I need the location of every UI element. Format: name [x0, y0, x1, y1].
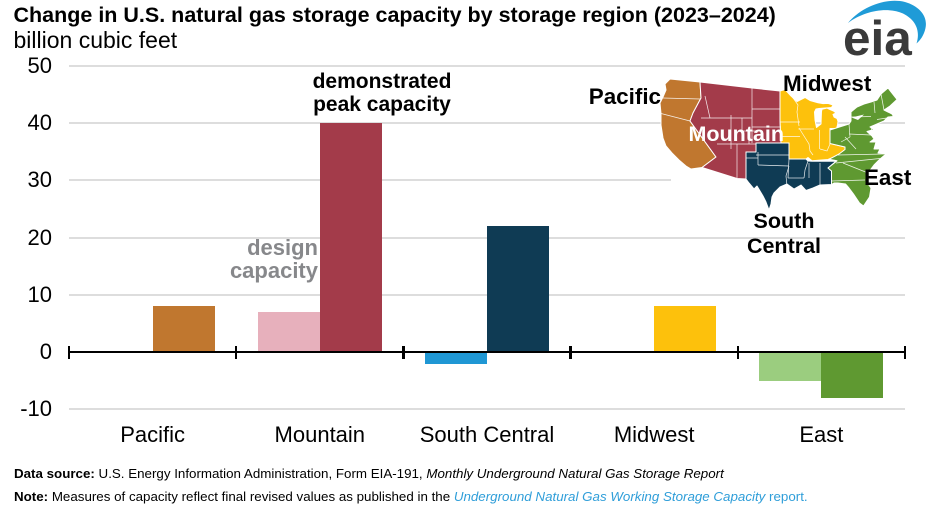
- svg-text:eia: eia: [843, 11, 912, 60]
